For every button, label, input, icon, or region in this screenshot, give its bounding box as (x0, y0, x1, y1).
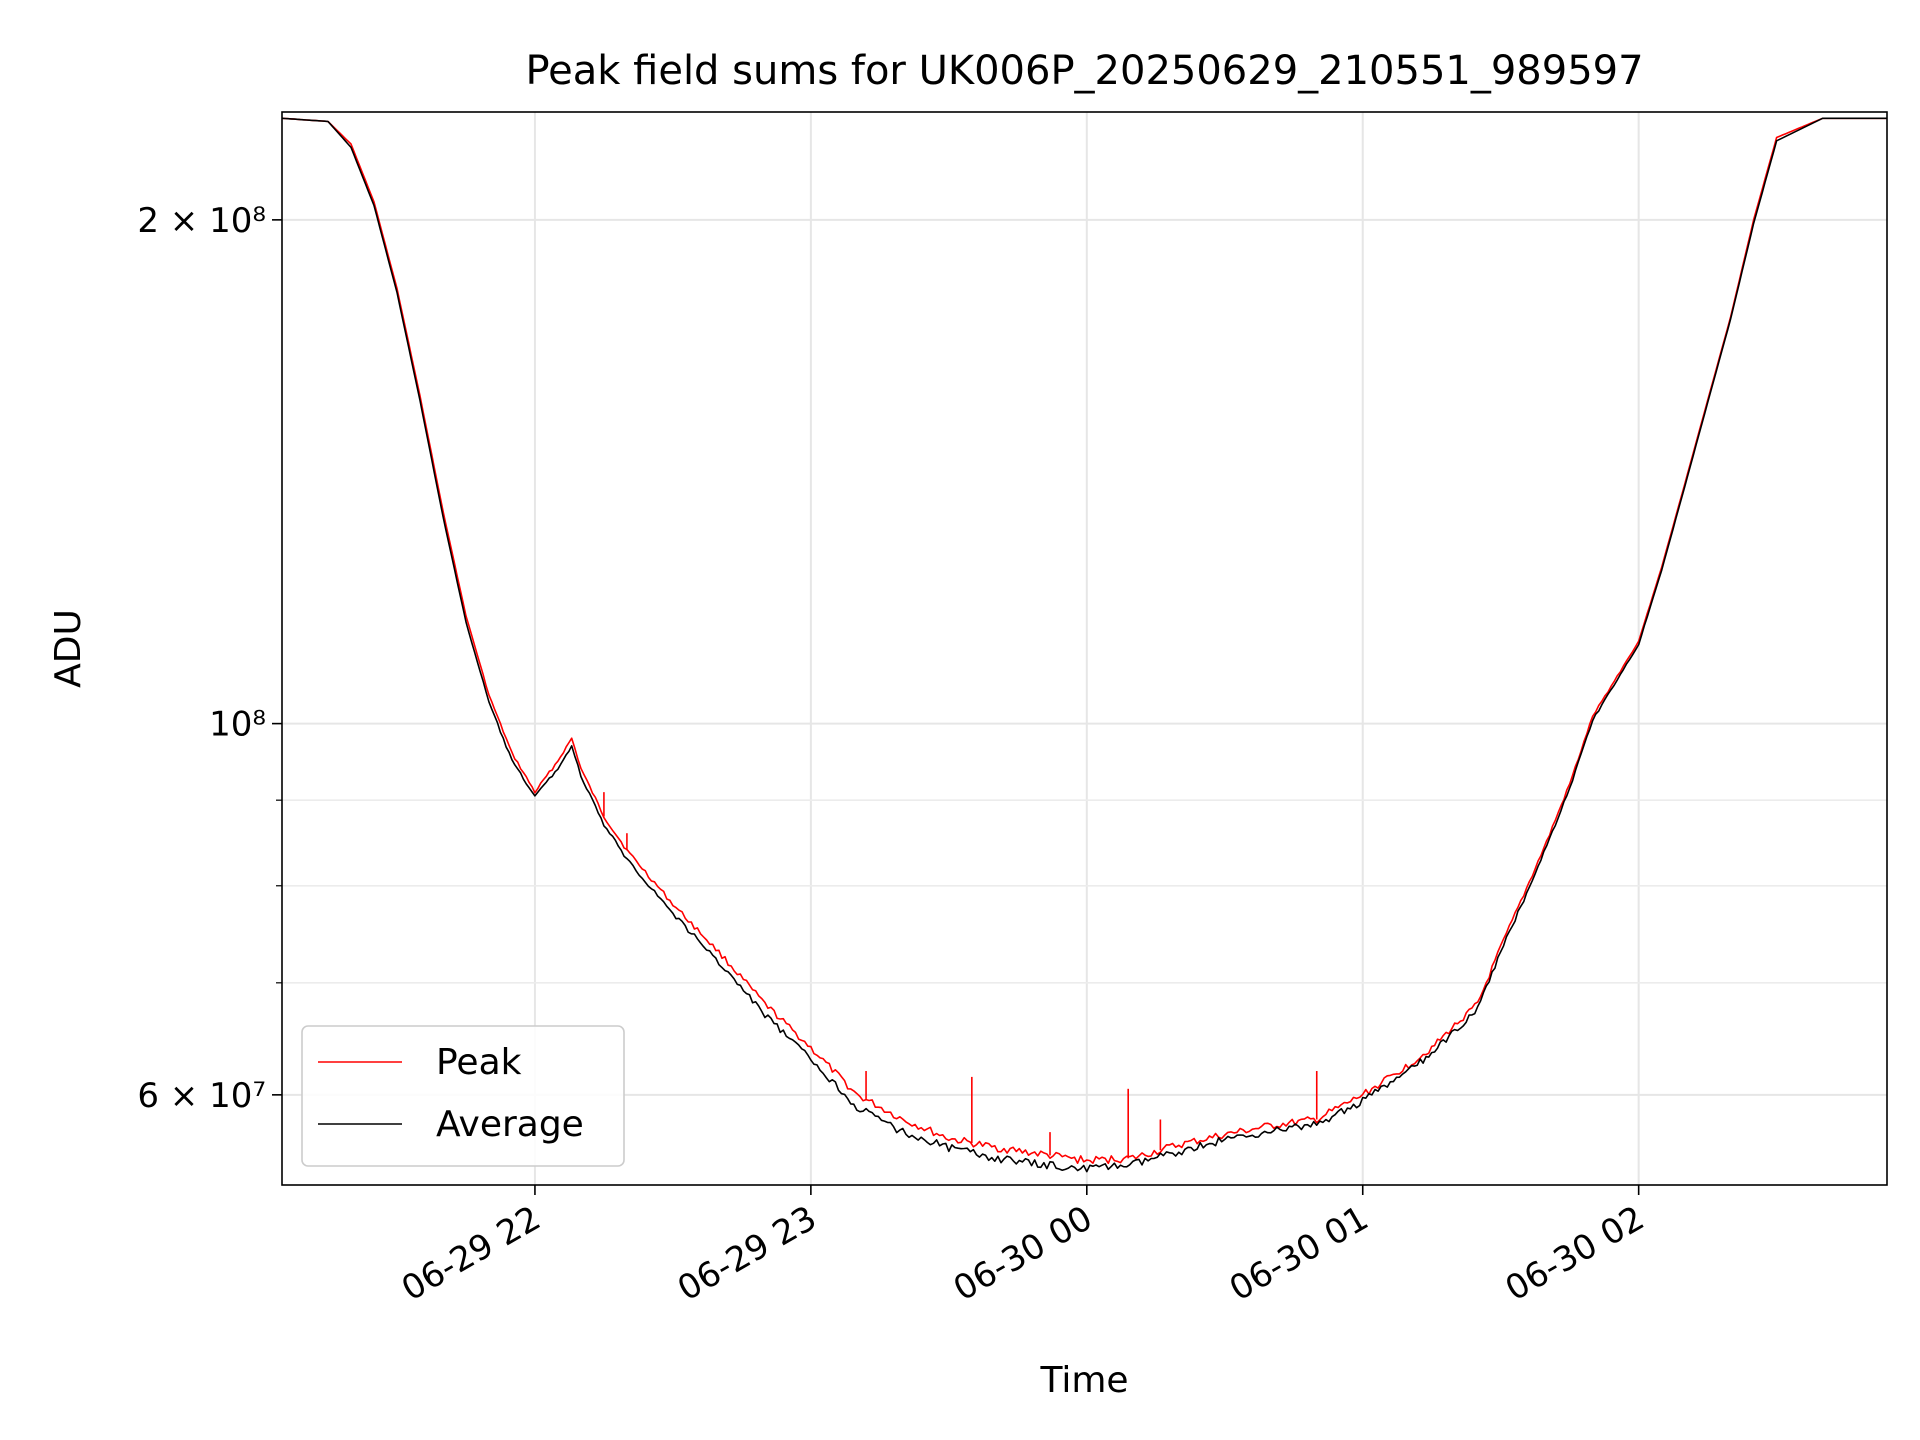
y-axis-label: ADU (48, 609, 89, 688)
x-axis-label: Time (1039, 1360, 1128, 1401)
plot-frame (281, 111, 1888, 1186)
legend-label-peak: Peak (436, 1042, 522, 1083)
legend: Peak Average (301, 1025, 625, 1167)
series-line-average (281, 117, 1887, 1173)
y-tick-label: 10⁸ (209, 705, 266, 745)
chart-title: Peak field sums for UK006P_20250629_2105… (525, 48, 1643, 94)
y-tick-label: 2 × 10⁸ (137, 201, 266, 241)
legend-box (301, 1025, 625, 1167)
legend-label-average: Average (436, 1104, 584, 1145)
series-layer (281, 117, 1887, 1173)
y-tick-label: 6 × 10⁷ (137, 1076, 266, 1116)
series-line-peak (281, 117, 1887, 1165)
